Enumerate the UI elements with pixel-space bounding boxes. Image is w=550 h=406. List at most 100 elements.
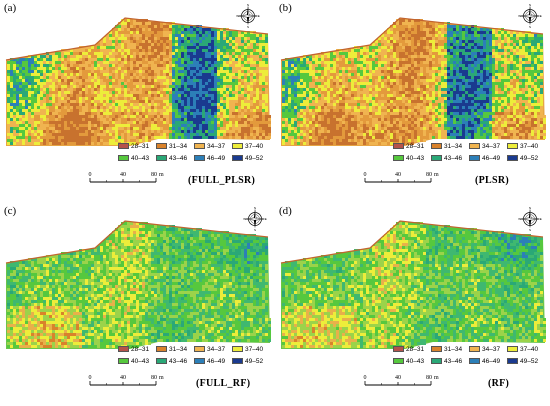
legend: 28–31 31–34 34–37 37–40 40–43 43–46 46–49 49–52	[393, 143, 543, 173]
legend-swatch	[232, 358, 243, 365]
legend-item: 34–37	[194, 143, 234, 155]
legend-item: 43–46	[156, 358, 196, 370]
legend-label: 43–46	[444, 358, 463, 365]
legend-label: 43–46	[444, 155, 463, 162]
compass-w: W	[236, 14, 239, 18]
prediction-map	[5, 17, 271, 146]
scale-tick-40: 40	[395, 172, 401, 178]
legend-item: 37–40	[507, 346, 547, 358]
scale-bar: 0 40 80 m	[363, 169, 439, 189]
legend-item: 40–43	[118, 358, 158, 370]
legend-label: 46–49	[207, 358, 226, 365]
compass-n: N	[529, 207, 531, 210]
legend-swatch	[507, 143, 518, 150]
scale-tick-80: 80	[426, 172, 432, 178]
legend-swatch	[118, 346, 129, 353]
legend-label: 31–34	[444, 143, 463, 150]
legend-swatch	[469, 358, 480, 365]
legend-swatch	[118, 358, 129, 365]
legend: 28–31 31–34 34–37 37–40 40–43 43–46 46–49 49–52	[118, 346, 268, 376]
legend-item: 28–31	[393, 143, 433, 155]
legend-label: 28–31	[131, 346, 150, 353]
compass-rose-icon: N S E W	[518, 207, 542, 231]
legend-label: 37–40	[245, 143, 264, 150]
compass-n: N	[254, 207, 256, 210]
legend-swatch	[232, 346, 243, 353]
scale-unit: m	[434, 375, 439, 381]
prediction-map	[280, 220, 546, 349]
scale-tick-40: 40	[395, 375, 401, 381]
legend-swatch	[194, 346, 205, 353]
compass-rose-icon: N S E W	[518, 4, 542, 28]
compass-s: S	[254, 228, 256, 231]
compass-e: E	[258, 14, 260, 18]
legend-swatch	[507, 358, 518, 365]
legend-swatch	[156, 155, 167, 162]
scale-bar: 0 40 80 m	[88, 372, 164, 392]
legend-label: 37–40	[520, 346, 539, 353]
legend-item: 31–34	[431, 143, 471, 155]
panel-label: (a)	[4, 2, 17, 14]
legend-label: 34–37	[207, 143, 226, 150]
legend-label: 46–49	[207, 155, 226, 162]
legend-swatch	[507, 155, 518, 162]
legend-swatch	[431, 143, 442, 150]
legend-label: 28–31	[131, 143, 150, 150]
compass-s: S	[529, 25, 531, 28]
legend-item: 28–31	[393, 346, 433, 358]
scale-tick-40: 40	[120, 172, 126, 178]
legend-swatch	[393, 155, 404, 162]
legend-swatch	[118, 143, 129, 150]
legend-item: 34–37	[194, 346, 234, 358]
legend-item: 31–34	[431, 346, 471, 358]
panel-label: (d)	[279, 205, 292, 217]
legend-label: 37–40	[520, 143, 539, 150]
compass-s: S	[529, 228, 531, 231]
legend-swatch	[393, 143, 404, 150]
legend-label: 31–34	[169, 143, 188, 150]
map-panel-c: (c) N S E W 28–31 31–34 34–37 37–40 40–43 43–46 4…	[0, 203, 275, 406]
legend-label: 49–52	[520, 155, 539, 162]
prediction-map	[280, 17, 546, 146]
legend-item: 28–31	[118, 143, 158, 155]
legend: 28–31 31–34 34–37 37–40 40–43 43–46 46–49 49–52	[393, 346, 543, 376]
legend-swatch	[156, 346, 167, 353]
legend-swatch	[393, 358, 404, 365]
legend-swatch	[431, 346, 442, 353]
legend-item: 34–37	[469, 143, 509, 155]
legend-swatch	[194, 143, 205, 150]
legend-label: 49–52	[520, 358, 539, 365]
legend-label: 40–43	[131, 358, 150, 365]
legend-swatch	[431, 155, 442, 162]
legend-swatch	[156, 358, 167, 365]
compass-n: N	[247, 4, 249, 7]
scale-tick-0: 0	[364, 172, 367, 178]
scale-tick-80: 80	[151, 172, 157, 178]
legend-item: 43–46	[431, 155, 471, 167]
legend-label: 34–37	[482, 143, 501, 150]
legend-item: 40–43	[393, 358, 433, 370]
legend-swatch	[194, 155, 205, 162]
compass-n: N	[529, 4, 531, 7]
map-panel-a: (a) N S E W 28–31 31–34 34–37 37–40 40–43 43–46 4…	[0, 0, 275, 203]
legend-item: 46–49	[469, 358, 509, 370]
legend-item: 34–37	[469, 346, 509, 358]
legend-label: 43–46	[169, 358, 188, 365]
compass-rose-icon: N S E W	[243, 207, 267, 231]
legend-item: 46–49	[194, 155, 234, 167]
scale-tick-0: 0	[89, 375, 92, 381]
legend-item: 40–43	[393, 155, 433, 167]
legend-label: 31–34	[444, 346, 463, 353]
compass-e: E	[265, 217, 267, 221]
legend: 28–31 31–34 34–37 37–40 40–43 43–46 46–49 49–52	[118, 143, 268, 173]
legend-item: 46–49	[194, 358, 234, 370]
legend-item: 31–34	[156, 346, 196, 358]
legend-label: 34–37	[482, 346, 501, 353]
legend-swatch	[118, 155, 129, 162]
scale-unit: m	[159, 375, 164, 381]
method-label: (FULL_RF)	[196, 378, 251, 389]
legend-swatch	[393, 346, 404, 353]
legend-swatch	[431, 358, 442, 365]
scale-tick-40: 40	[120, 375, 126, 381]
legend-item: 43–46	[431, 358, 471, 370]
